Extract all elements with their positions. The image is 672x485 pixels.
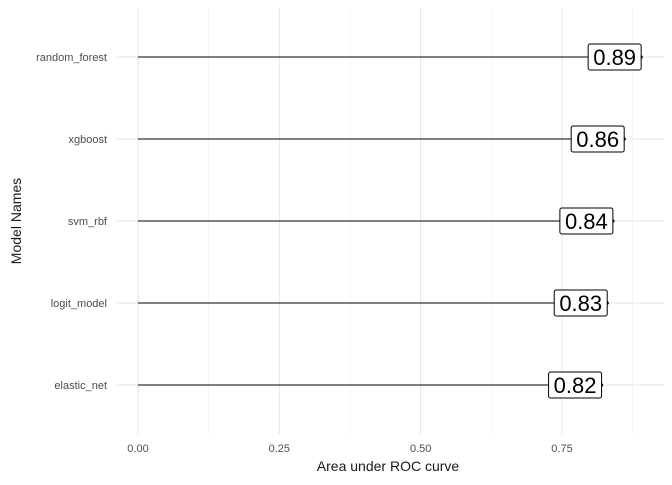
x-axis-title: Area under ROC curve xyxy=(317,458,460,474)
value-label: 0.82 xyxy=(554,373,597,398)
value-label-box xyxy=(553,289,608,317)
value-label-box xyxy=(548,371,603,399)
y-tick-label: random_forest xyxy=(36,52,107,64)
y-axis-title: Model Names xyxy=(8,178,24,264)
value-label: 0.83 xyxy=(559,291,602,316)
value-label-box xyxy=(587,43,642,71)
y-tick-label: svm_rbf xyxy=(68,216,108,228)
value-label: 0.89 xyxy=(593,45,636,70)
x-tick-label: 0.75 xyxy=(551,443,572,455)
value-label: 0.84 xyxy=(565,209,608,234)
y-tick-label: logit_model xyxy=(51,298,107,310)
value-label: 0.86 xyxy=(576,127,619,152)
x-tick-label: 0.50 xyxy=(410,443,431,455)
y-tick-label: xgboost xyxy=(68,134,107,146)
value-label-box xyxy=(570,125,625,153)
lollipop-layer: 0.89 0.86 0.84 0.83 0.82 xyxy=(138,43,643,399)
y-tick-label: elastic_net xyxy=(54,380,107,392)
x-tick-label: 0.00 xyxy=(127,443,148,455)
x-tick-label: 0.25 xyxy=(269,443,290,455)
value-label-box xyxy=(559,207,614,235)
